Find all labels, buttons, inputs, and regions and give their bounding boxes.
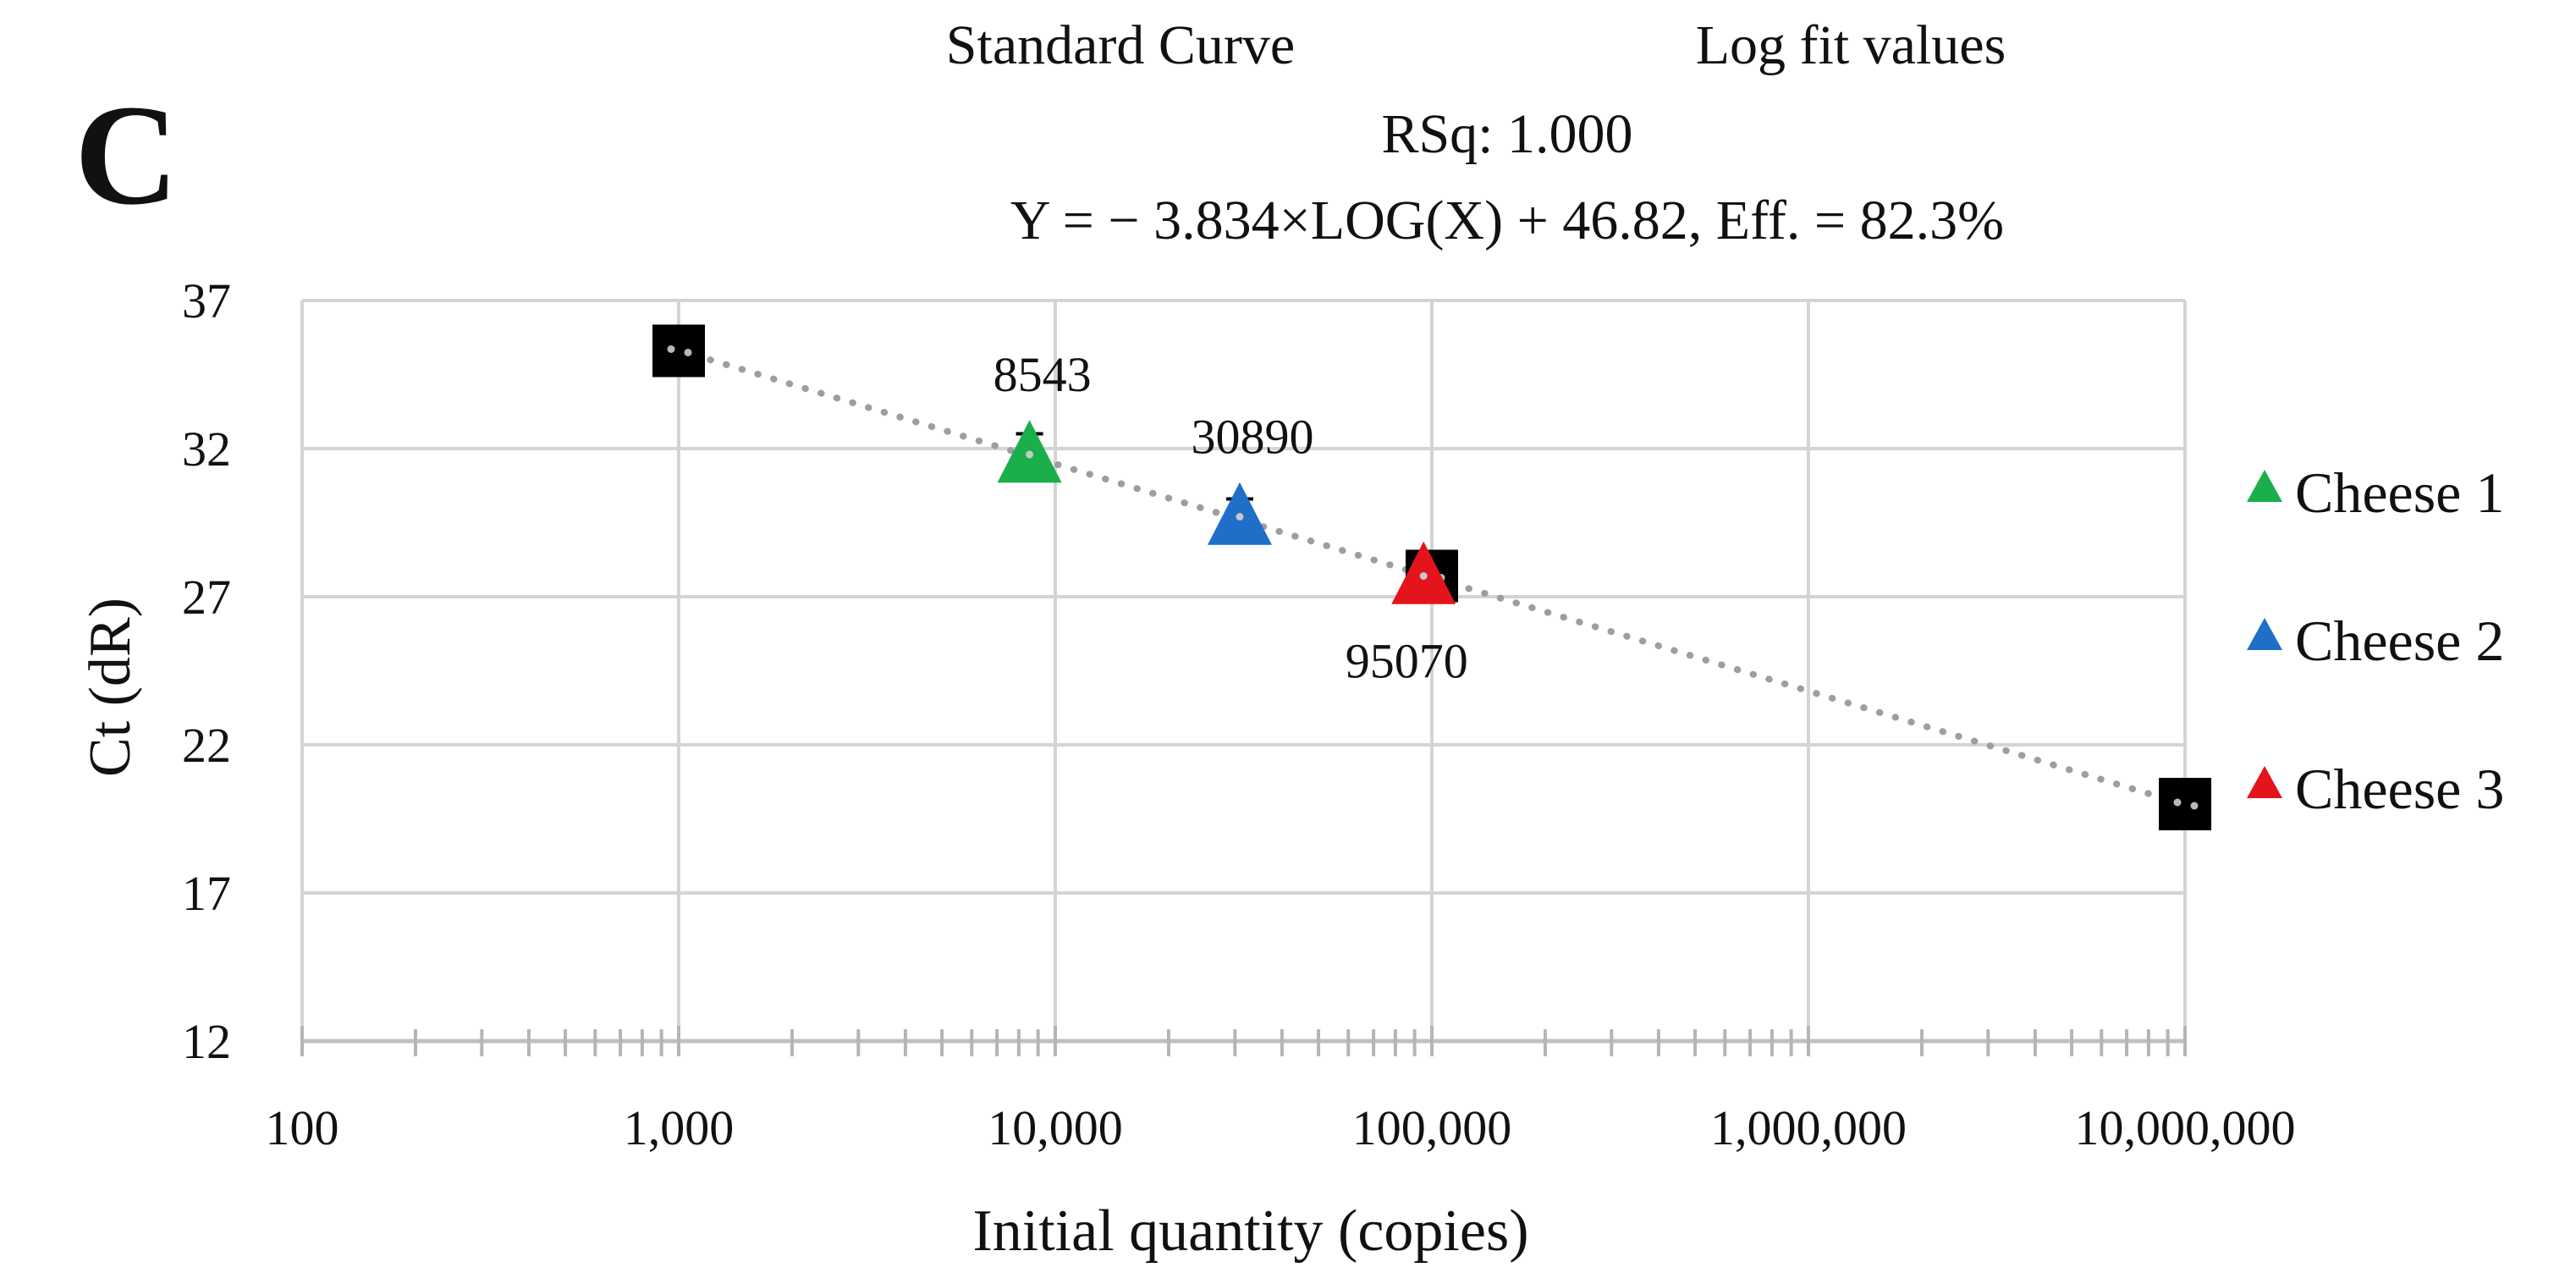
x-tick-label: 1,000,000 <box>1710 1100 1907 1155</box>
chart-title-equation: Y = − 3.834×LOG(X) + 46.82, Eff. = 82.3% <box>1010 190 2004 251</box>
chart-title-rsq: RSq: 1.000 <box>1381 103 1632 165</box>
x-tick-label: 100 <box>266 1100 339 1155</box>
x-tick-label: 10,000 <box>988 1100 1123 1155</box>
data-label-cheese-3: 95070 <box>1346 634 1468 689</box>
standard-point <box>652 324 705 377</box>
y-axis-title: Ct (dR) <box>78 598 143 777</box>
x-axis-title: Initial quantity (copies) <box>972 1199 1528 1264</box>
fit-dot <box>2173 798 2182 807</box>
data-label-cheese-1: 8543 <box>994 347 1092 402</box>
fit-dot <box>1026 450 1034 459</box>
x-tick-label: 10,000,000 <box>2075 1100 2296 1155</box>
chart-title-log-fit: Log fit values <box>1696 14 2006 76</box>
y-tick-label: 17 <box>182 866 231 921</box>
data-markers <box>652 324 2211 830</box>
data-labels: 8543 30890 95070 <box>994 347 1468 689</box>
data-label-cheese-2: 30890 <box>1191 410 1313 465</box>
legend-label-cheese-2: Cheese 2 <box>2295 609 2504 673</box>
legend-marker-cheese-3 <box>2247 766 2282 798</box>
y-tick-label: 22 <box>182 718 231 773</box>
axes: 37 32 27 22 17 12 100 1,000 10,000 100,000 1,000,0… <box>182 273 2296 1155</box>
legend-marker-cheese-1 <box>2247 470 2282 502</box>
y-tick-label: 27 <box>182 570 231 625</box>
gridlines <box>300 299 2187 1041</box>
chart-title-standard-curve: Standard Curve <box>946 14 1295 76</box>
fit-dot <box>684 349 692 356</box>
panel-label: C <box>74 75 179 234</box>
fit-dot <box>1419 572 1428 580</box>
y-tick-label: 32 <box>182 422 231 477</box>
fit-line-layer <box>675 346 2188 808</box>
fit-dot <box>1236 513 1244 521</box>
legend: Cheese 1 Cheese 2 Cheese 3 <box>2247 460 2504 821</box>
x-tick-label: 100,000 <box>1352 1100 1512 1155</box>
y-tick-label: 12 <box>182 1014 231 1069</box>
legend-label-cheese-3: Cheese 3 <box>2295 757 2504 821</box>
standard-point <box>2159 778 2211 830</box>
x-tick-label: 1,000 <box>624 1100 735 1155</box>
y-tick-label: 37 <box>182 273 231 328</box>
legend-label-cheese-1: Cheese 1 <box>2295 460 2504 525</box>
fit-dot <box>2190 802 2199 810</box>
fit-dot <box>667 345 675 353</box>
legend-marker-cheese-2 <box>2247 618 2282 650</box>
fit-line <box>675 346 2188 808</box>
